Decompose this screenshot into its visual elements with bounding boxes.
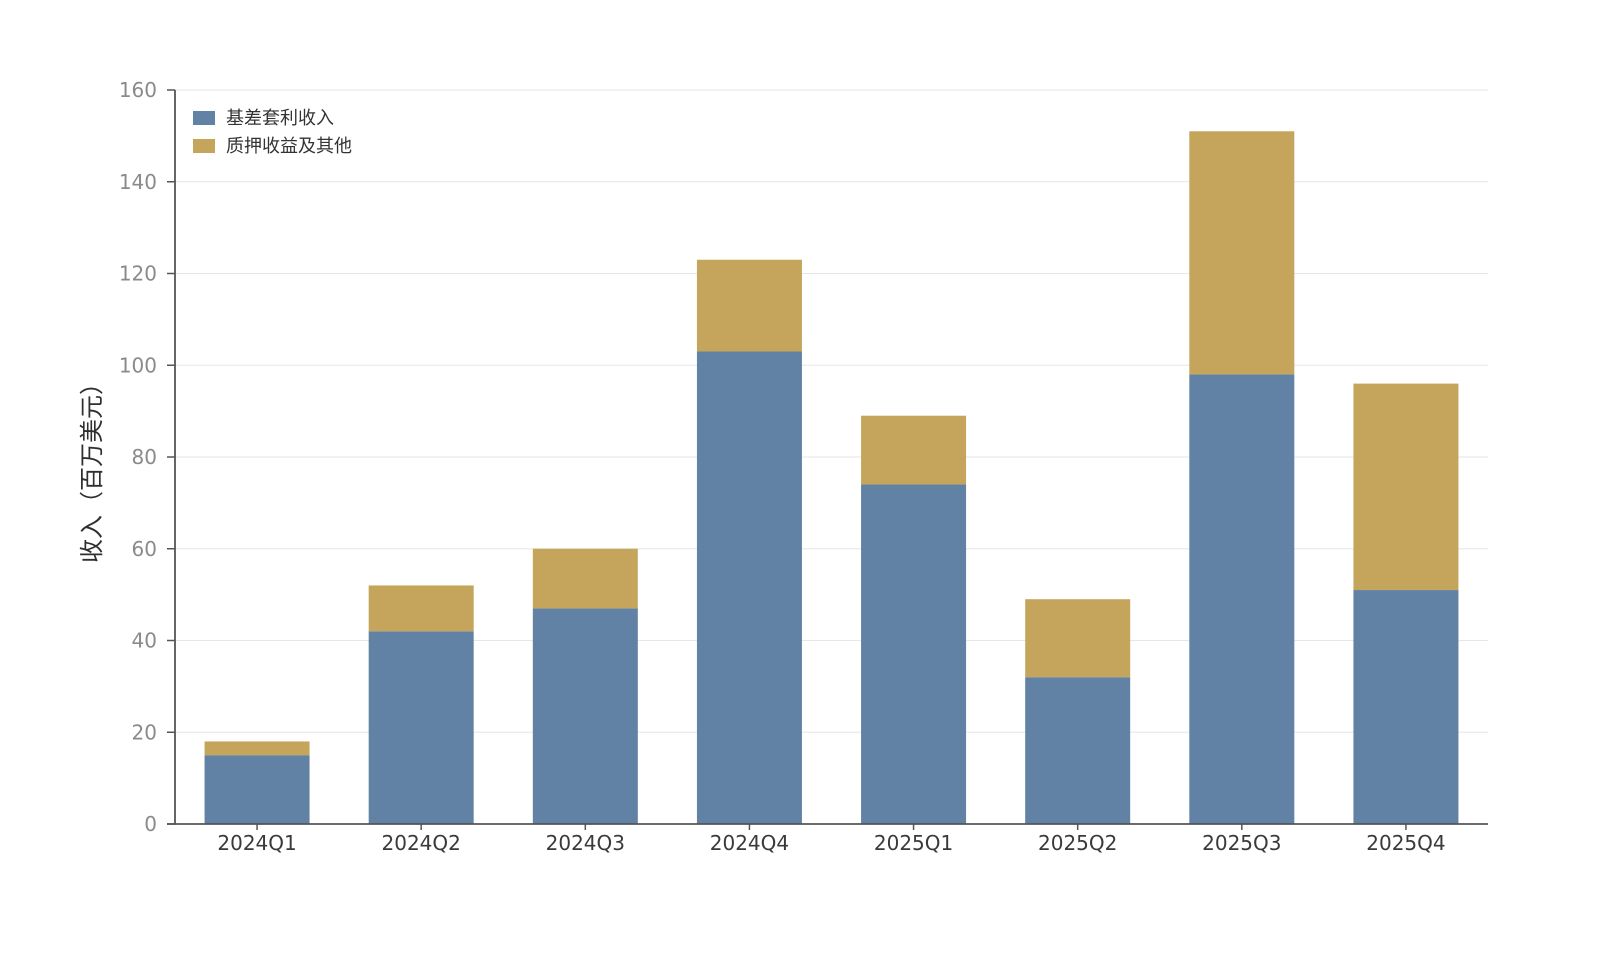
axes	[167, 89, 1488, 830]
bar-2024Q2-series-1	[368, 585, 474, 632]
bar-2025Q4-series-0	[1353, 590, 1459, 824]
y-tick-label: 100	[119, 353, 157, 377]
x-tick-label: 2024Q4	[710, 831, 789, 855]
legend-swatch-0	[193, 111, 215, 125]
legend-label-1: 质押收益及其他	[226, 136, 352, 157]
y-tick-label: 120	[119, 262, 157, 286]
bar-2024Q1-series-1	[204, 741, 310, 756]
bar-2024Q1-series-0	[204, 755, 310, 824]
y-tick-label: 60	[132, 537, 157, 561]
x-tick-label: 2025Q3	[1202, 831, 1281, 855]
bar-2025Q3-series-0	[1189, 374, 1295, 824]
bar-2024Q4-series-1	[696, 259, 802, 352]
y-tick-label: 80	[132, 445, 157, 469]
y-tick-label: 0	[144, 812, 157, 836]
bar-2025Q4-series-1	[1353, 383, 1459, 591]
bar-2024Q2-series-0	[368, 631, 474, 824]
y-axis-title: 收入（百万美元）	[78, 371, 106, 563]
legend-swatch-1	[193, 139, 215, 153]
legend-label-0: 基差套利收入	[226, 108, 334, 129]
y-tick-label: 160	[119, 78, 157, 102]
tick-labels: 0 20 40 60 80 100 120 140 160 2024Q1 2024Q2 2024Q3 2…	[119, 78, 1446, 855]
bar-2025Q1-series-0	[861, 484, 967, 824]
bar-2024Q3-series-1	[532, 548, 638, 609]
bar-2025Q3-series-1	[1189, 131, 1295, 375]
bars	[204, 131, 1459, 824]
bar-2025Q1-series-1	[861, 415, 967, 485]
x-tick-label: 2024Q3	[546, 831, 625, 855]
x-tick-label: 2024Q1	[217, 831, 296, 855]
bar-2024Q4-series-0	[696, 351, 802, 824]
y-tick-label: 140	[119, 170, 157, 194]
y-tick-label: 40	[132, 629, 157, 653]
y-tick-label: 20	[132, 720, 157, 744]
bar-2024Q3-series-0	[532, 608, 638, 824]
x-tick-label: 2024Q2	[382, 831, 461, 855]
bar-2025Q2-series-0	[1025, 677, 1131, 824]
bar-2025Q2-series-1	[1025, 599, 1131, 678]
x-tick-label: 2025Q4	[1366, 831, 1445, 855]
x-tick-label: 2025Q2	[1038, 831, 1117, 855]
x-tick-label: 2025Q1	[874, 831, 953, 855]
